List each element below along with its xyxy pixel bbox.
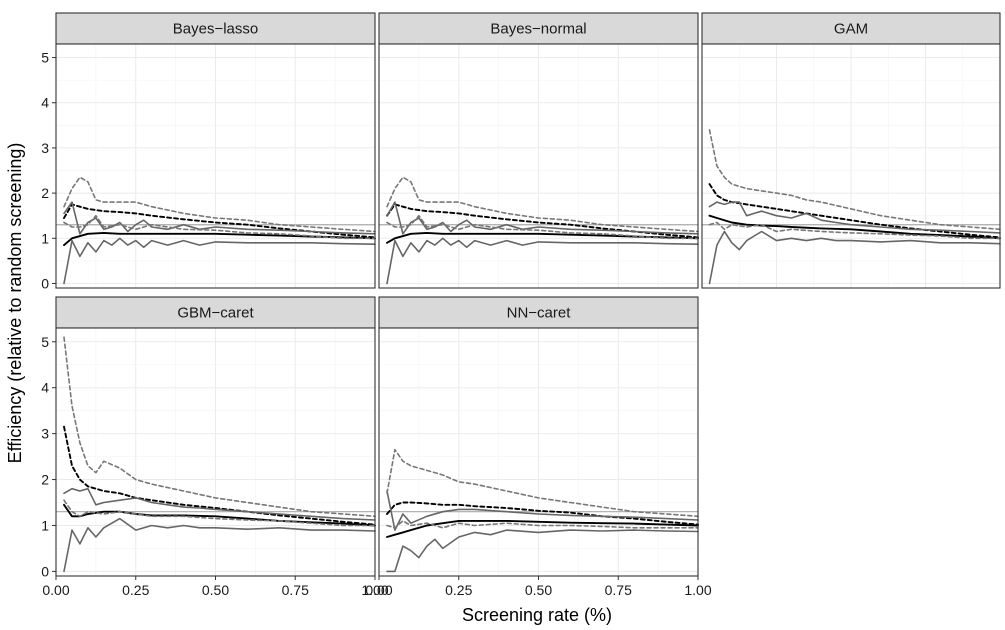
series-line-lower-solid: [386, 529, 699, 573]
series-line-upper-dashed: [63, 336, 376, 518]
series-line-lower-solid: [386, 237, 699, 285]
y-tick-label: 0: [41, 275, 49, 291]
series-line-upper-dashed: [708, 129, 1001, 231]
series-line-lower-dashed: [386, 214, 699, 240]
x-tick-label: 0.50: [202, 582, 229, 598]
facet-panel: NN−caret 0.00 0.25 0.50 0.75 1.00: [365, 296, 712, 598]
x-tick-label: 1.00: [361, 582, 388, 598]
y-tick-label: 5: [41, 50, 49, 66]
x-tick-label: 1.00: [684, 582, 711, 598]
series-line-mean-solid: [708, 214, 1001, 240]
series-line-upper-solid: [708, 201, 1001, 234]
facet-strip-label: GBM−caret: [177, 305, 254, 322]
x-tick-label: 0.00: [42, 582, 69, 598]
y-tick-label: 2: [41, 185, 49, 201]
facet-panel: GAM: [701, 12, 1001, 289]
panel-border: [378, 43, 699, 289]
series-line-upper-solid: [63, 487, 376, 521]
series-line-lower-solid: [63, 517, 376, 573]
series-line-lower-solid: [708, 230, 1001, 285]
series-line-upper-solid: [386, 490, 699, 531]
series-line-lower-solid: [63, 237, 376, 285]
x-tick-label: 0.50: [525, 582, 552, 598]
series-line-mean-solid: [386, 519, 699, 538]
facet-panel: Bayes−normal: [378, 12, 699, 289]
y-tick-label: 3: [41, 140, 49, 156]
series-line-upper-dashed: [63, 176, 376, 233]
y-tick-label: 1: [41, 517, 49, 533]
x-tick-label: 0.75: [282, 582, 309, 598]
y-tick-label: 2: [41, 472, 49, 488]
series-line-mean-dashed: [63, 425, 376, 526]
series-line-mean-dashed: [386, 501, 699, 526]
facet-strip-label: Bayes−normal: [490, 21, 586, 38]
y-tick-label: 4: [41, 95, 49, 111]
facet-strip-label: Bayes−lasso: [173, 21, 258, 38]
series-line-lower-dashed: [63, 499, 376, 527]
series-line-lower-dashed: [708, 221, 1001, 240]
facet-panel: Bayes−lasso 0 1 2 3 4 5: [41, 12, 376, 291]
series-line-upper-dashed: [386, 176, 699, 233]
series-line-lower-dashed: [63, 214, 376, 240]
y-tick-label: 5: [41, 334, 49, 350]
x-tick-label: 0.00: [365, 582, 392, 598]
panel-border: [55, 43, 376, 289]
y-tick-label: 0: [41, 563, 49, 579]
facet-strip: [378, 296, 699, 329]
y-tick-label: 1: [41, 230, 49, 246]
facet-strip: [55, 12, 376, 45]
facet-strip-label: GAM: [834, 21, 868, 38]
x-tick-label: 0.25: [445, 582, 472, 598]
facet-strip-label: NN−caret: [507, 305, 572, 322]
y-tick-label: 3: [41, 426, 49, 442]
y-axis-title: Efficiency (relative to random screening…: [5, 143, 25, 464]
facet-panel: GBM−caret 0 1 2 3 4 5 0.00 0.25 0.50 0.75 1.00: [41, 296, 389, 598]
series-line-upper-dashed: [386, 448, 699, 518]
x-tick-label: 0.25: [122, 582, 149, 598]
facet-strip: [701, 12, 1001, 45]
y-tick-label: 4: [41, 380, 49, 396]
series-line-lower-dashed: [386, 520, 699, 529]
panel-border: [701, 43, 1001, 289]
x-axis-title: Screening rate (%): [462, 605, 612, 625]
facet-panels: Bayes−lasso 0 1 2 3 4 5 Bayes−normal GAM GBM−care…: [41, 12, 1001, 598]
x-tick-label: 0.75: [605, 582, 632, 598]
